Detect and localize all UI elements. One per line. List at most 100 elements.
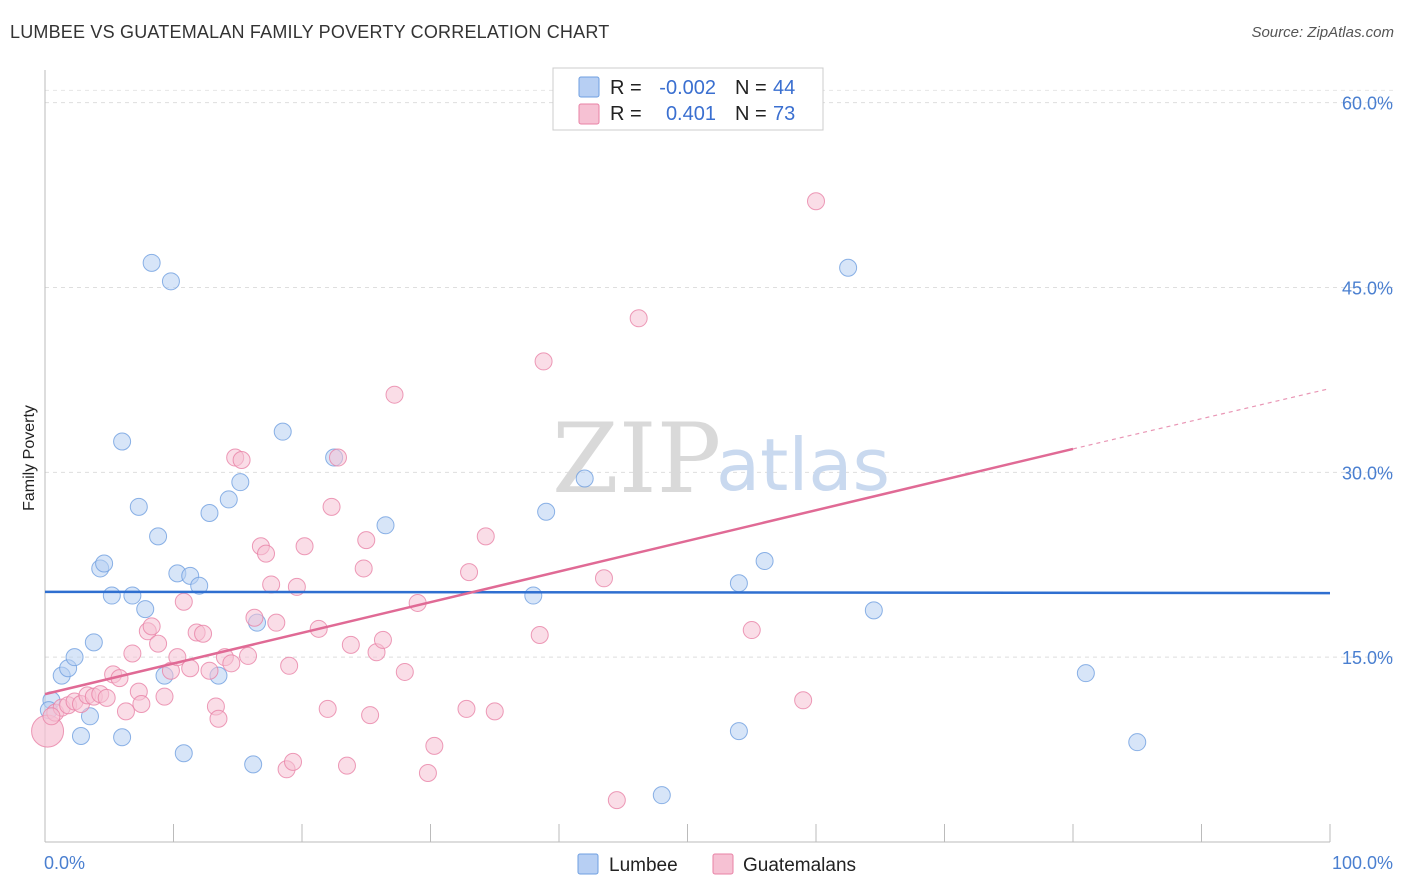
legend-r-value-guatemalans: 0.401: [666, 103, 716, 125]
point-lumbee: [729, 574, 748, 593]
point-lumbee: [80, 707, 99, 726]
point-guatemalans: [530, 625, 549, 644]
point-guatemalans: [257, 544, 276, 563]
trend-line-guatemalans-extension: [1072, 387, 1331, 450]
point-guatemalans: [97, 688, 116, 707]
point-lumbee: [161, 272, 180, 291]
point-guatemalans: [425, 736, 444, 755]
point-guatemalans: [239, 646, 258, 665]
point-lumbee: [113, 432, 132, 451]
point-lumbee: [231, 473, 250, 492]
source-label: Source: ZipAtlas.com: [1251, 24, 1394, 41]
point-lumbee: [95, 554, 114, 573]
point-guatemalans: [485, 702, 504, 721]
bottom-legend-swatch-guatemalans: [712, 853, 734, 875]
point-guatemalans: [200, 661, 219, 680]
point-guatemalans: [284, 752, 303, 771]
bottom-legend-swatch-lumbee: [577, 853, 599, 875]
chart-title: LUMBEE VS GUATEMALAN FAMILY POVERTY CORR…: [10, 22, 610, 42]
point-guatemalans: [295, 537, 314, 556]
point-guatemalans: [357, 531, 376, 550]
trend-line-lumbee: [44, 590, 1331, 595]
top-legend: R = -0.002 N = 44 R = 0.401 N = 73: [552, 67, 824, 131]
trend-line-guatemalans: [44, 447, 1074, 696]
point-guatemalans: [181, 659, 200, 678]
trend-lines: [44, 387, 1331, 696]
point-lumbee: [864, 601, 883, 620]
legend-r-label-lumbee: R =: [610, 77, 642, 99]
point-lumbee: [1128, 733, 1147, 752]
x-tick-label-min: 0.0%: [44, 853, 85, 873]
point-lumbee: [84, 633, 103, 652]
point-guatemalans: [361, 706, 380, 725]
point-lumbee: [524, 586, 543, 605]
point-lumbee: [537, 502, 556, 521]
y-tick-label: 15.0%: [1342, 648, 1393, 668]
y-tick-label: 60.0%: [1342, 94, 1393, 114]
point-lumbee: [65, 648, 84, 667]
point-guatemalans: [607, 791, 626, 810]
point-lumbee: [142, 253, 161, 272]
point-lumbee: [729, 722, 748, 741]
point-lumbee: [219, 490, 238, 509]
point-guatemalans: [262, 575, 281, 594]
point-guatemalans: [395, 662, 414, 681]
point-guatemalans: [322, 497, 341, 516]
point-guatemalans: [209, 709, 228, 728]
point-guatemalans: [267, 613, 286, 632]
point-lumbee: [174, 744, 193, 763]
point-lumbee: [71, 727, 90, 746]
point-guatemalans: [534, 352, 553, 371]
point-guatemalans: [794, 691, 813, 710]
legend-r-value-lumbee: -0.002: [659, 77, 716, 99]
point-lumbee: [149, 527, 168, 546]
point-lumbee: [755, 552, 774, 571]
legend-n-label-guatemalans: N =: [735, 103, 767, 125]
point-guatemalans: [418, 763, 437, 782]
point-guatemalans: [132, 694, 151, 713]
point-lumbee: [244, 755, 263, 774]
point-lumbee: [200, 503, 219, 522]
point-guatemalans: [629, 309, 648, 328]
point-guatemalans: [149, 634, 168, 653]
point-guatemalans: [385, 385, 404, 404]
watermark-zip: ZIP: [552, 403, 721, 515]
bottom-legend: Lumbee Guatemalans: [577, 853, 856, 876]
point-guatemalans: [476, 527, 495, 546]
point-guatemalans: [460, 563, 479, 582]
point-guatemalans: [232, 451, 251, 469]
point-lumbee: [113, 728, 132, 747]
y-tick-label: 30.0%: [1342, 463, 1393, 483]
point-guatemalans: [280, 656, 299, 675]
point-lumbee: [652, 786, 671, 805]
y-axis-label: Family Poverty: [21, 405, 38, 511]
point-lumbee: [273, 422, 292, 441]
legend-r-label-guatemalans: R =: [610, 103, 642, 125]
bottom-legend-lumbee: Lumbee: [609, 855, 678, 876]
point-guatemalans: [222, 654, 241, 673]
gridlines: [45, 89, 1393, 658]
point-guatemalans: [123, 644, 142, 663]
legend-n-label-lumbee: N =: [735, 77, 767, 99]
point-guatemalans: [354, 559, 373, 578]
data-points: [31, 192, 1147, 810]
point-lumbee: [376, 516, 395, 535]
point-guatemalans: [337, 756, 356, 775]
point-guatemalans: [373, 630, 392, 649]
bottom-legend-guatemalans: Guatemalans: [743, 855, 856, 876]
point-lumbee: [1076, 664, 1095, 683]
point-guatemalans: [742, 621, 761, 640]
point-lumbee: [102, 586, 121, 605]
point-guatemalans: [116, 702, 135, 721]
point-guatemalans: [457, 699, 476, 718]
legend-swatch-lumbee: [578, 76, 600, 98]
point-guatemalans: [245, 608, 264, 627]
point-guatemalans: [155, 687, 174, 706]
tick-labels: 15.0% 30.0% 45.0% 60.0% 0.0% 100.0%: [44, 94, 1393, 873]
point-lumbee: [123, 586, 142, 605]
point-lumbee: [136, 600, 155, 619]
legend-n-value-lumbee: 44: [773, 77, 795, 99]
legend-n-value-guatemalans: 73: [773, 103, 795, 125]
y-tick-label: 45.0%: [1342, 278, 1393, 298]
point-guatemalans: [341, 635, 360, 654]
